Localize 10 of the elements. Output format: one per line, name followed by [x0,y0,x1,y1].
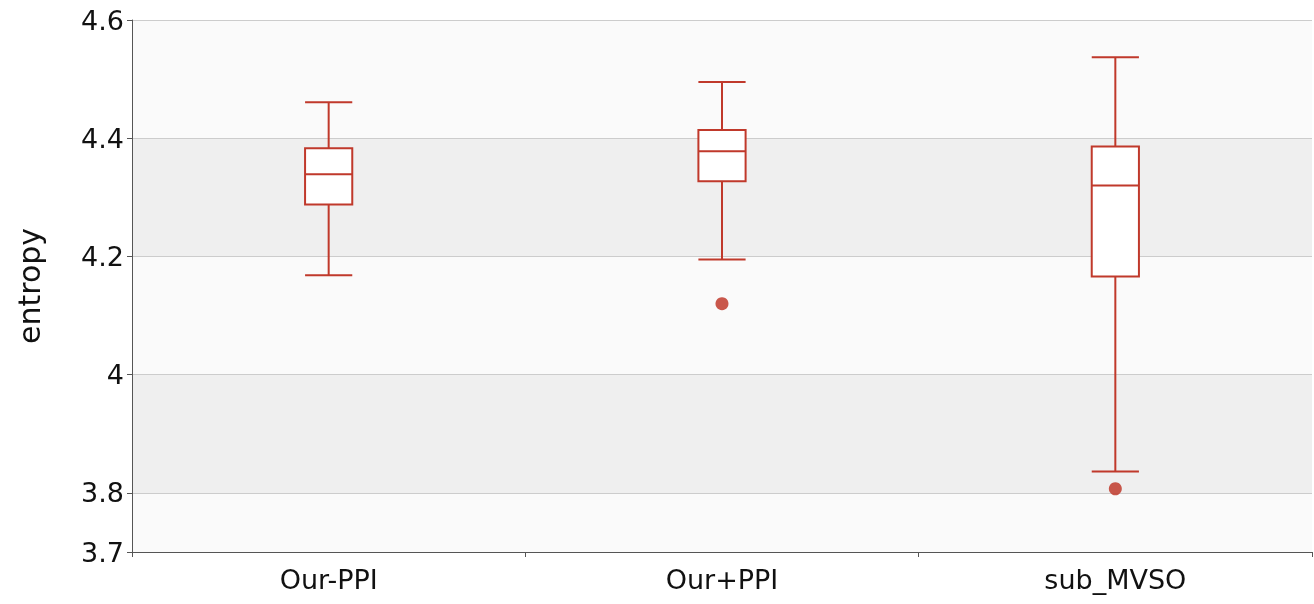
y-tick-label: 4.4 [81,122,124,154]
y-tick-label: 3.7 [81,536,124,568]
y-axis-title: entropy [11,227,47,345]
y-tick-label: 4.2 [81,240,124,272]
x-tick-label: Our-PPI [279,564,378,595]
y-tick-label: 3.8 [81,477,124,509]
y-tick-label: 4.6 [81,4,124,36]
x-tick-label: sub_MVSO [1044,564,1187,595]
y-tick-label: 4 [106,359,124,391]
x-tick-label: Our+PPI [665,564,779,595]
